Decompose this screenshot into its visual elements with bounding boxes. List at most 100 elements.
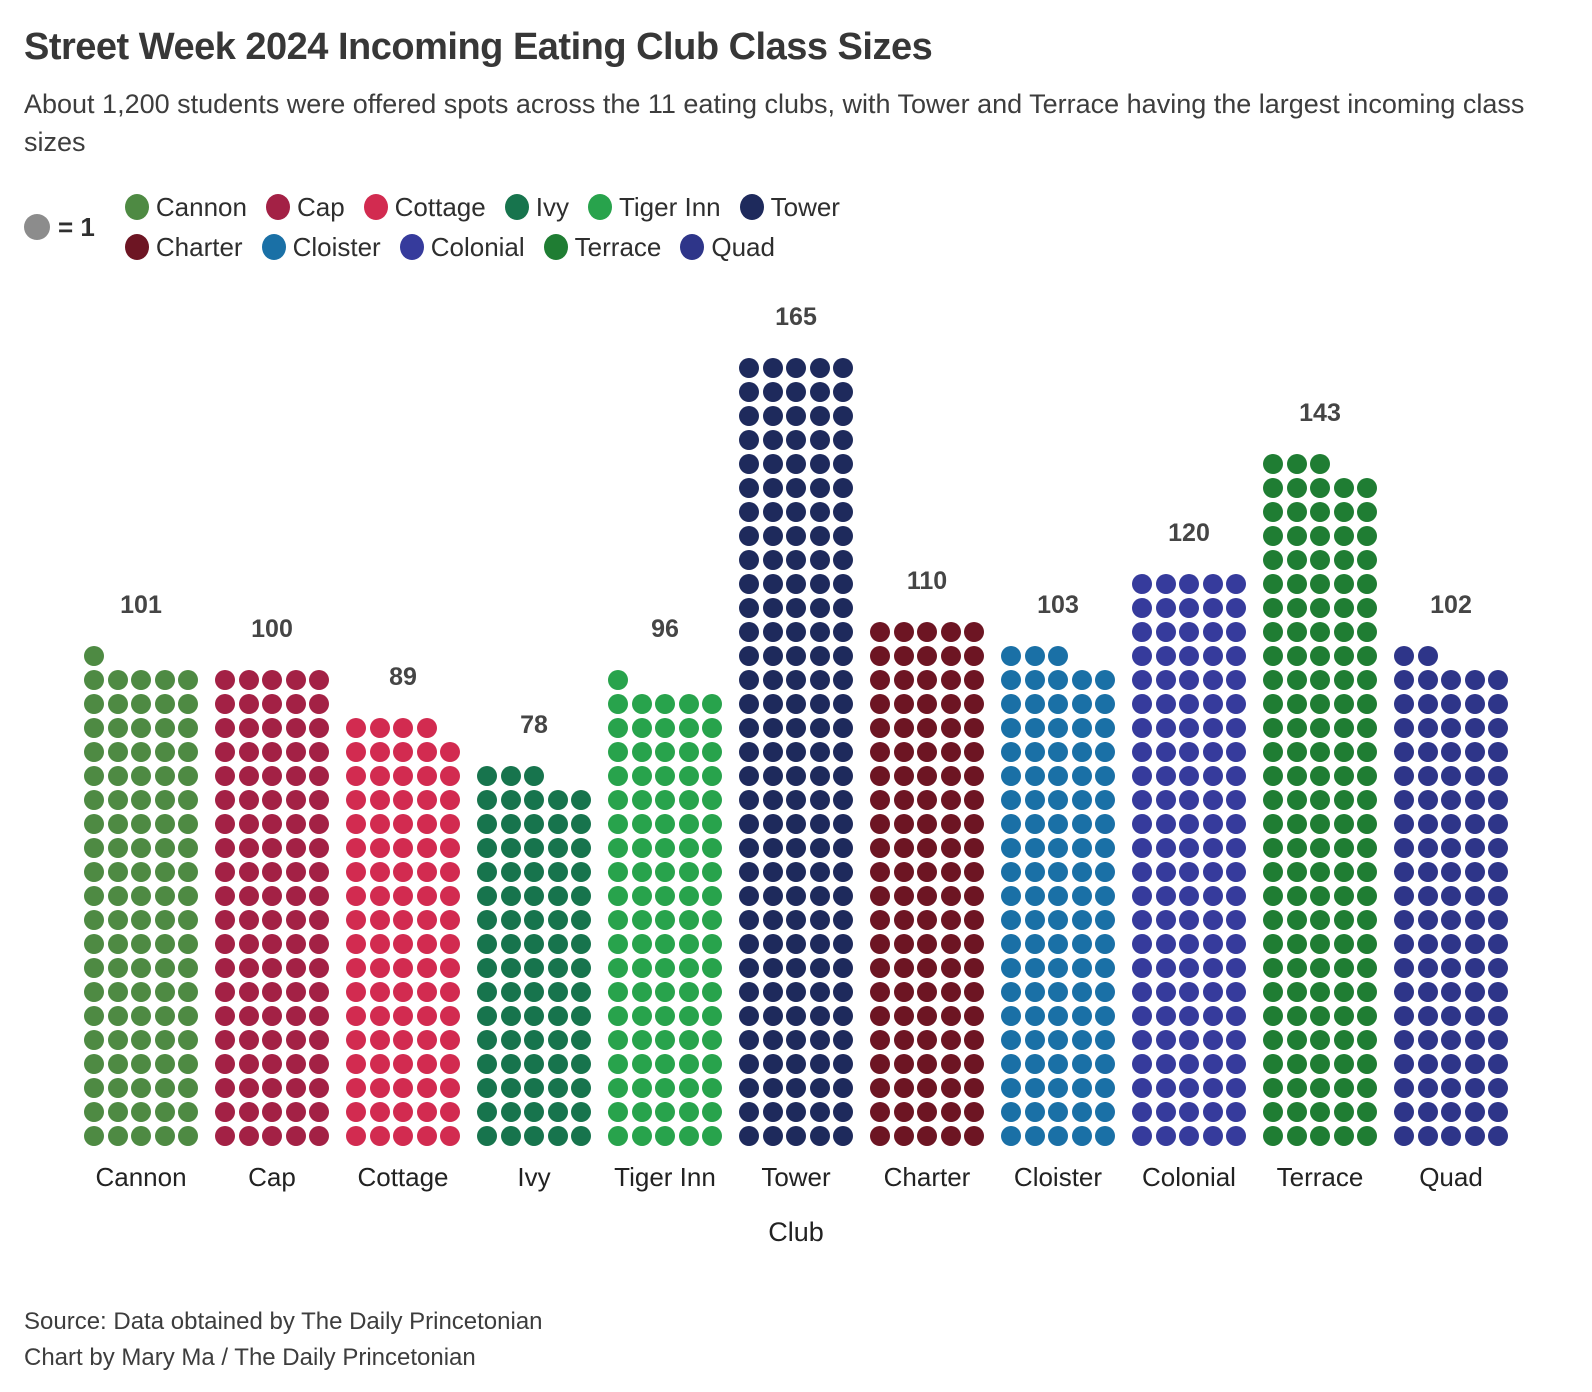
dot-row [739, 861, 853, 882]
unit-dot [1179, 909, 1199, 930]
unit-dot [500, 1005, 521, 1026]
unit-dot [547, 1029, 568, 1050]
dot-row [215, 1077, 329, 1098]
unit-dot [346, 1101, 366, 1122]
unit-dot [393, 933, 413, 954]
unit-dot [786, 837, 806, 858]
unit-dot [1310, 741, 1330, 762]
unit-dot [440, 741, 460, 762]
unit-dot [1310, 789, 1330, 810]
unit-dot [1464, 1029, 1485, 1050]
dot-row [1132, 1077, 1246, 1098]
unit-dot [178, 1029, 198, 1050]
unit-dot [655, 789, 675, 810]
unit-dot [1357, 1125, 1377, 1146]
dot-row [477, 1125, 591, 1146]
dot-row [346, 765, 460, 786]
unit-dot [309, 933, 329, 954]
unit-dot [786, 477, 806, 498]
unit-dot [440, 933, 460, 954]
unit-dot [762, 813, 783, 834]
unit-dot [1286, 453, 1307, 474]
unit-dot [285, 717, 306, 738]
unit-dot [440, 1101, 460, 1122]
unit-dot [762, 933, 783, 954]
count-label: 101 [120, 590, 162, 619]
unit-dot [1333, 645, 1354, 666]
unit-dot [1202, 1125, 1223, 1146]
unit-dot [964, 645, 984, 666]
dot-row [608, 837, 722, 858]
unit-dot [1095, 1053, 1115, 1074]
unit-dot [762, 1125, 783, 1146]
dot-row [870, 1005, 984, 1026]
unit-dot [655, 717, 675, 738]
unit-dot [84, 1101, 104, 1122]
unit-dot [571, 789, 591, 810]
dot-row [739, 717, 853, 738]
unit-dot [809, 1101, 830, 1122]
unit-dot [702, 1029, 722, 1050]
unit-dot [1202, 885, 1223, 906]
unit-dot [1394, 861, 1414, 882]
unit-dot [739, 1101, 759, 1122]
dot-row [608, 789, 722, 810]
legend-label: Cap [296, 191, 345, 222]
unit-dot [1488, 813, 1508, 834]
unit-dot [1310, 813, 1330, 834]
unit-dot [1357, 957, 1377, 978]
dot-row [739, 885, 853, 906]
unit-dot [786, 669, 806, 690]
unit-dot [1202, 909, 1223, 930]
unit-dot [1333, 1053, 1354, 1074]
dot-row [1394, 765, 1508, 786]
unit-dot [131, 1029, 151, 1050]
dot-row [215, 1101, 329, 1122]
cluster-terrace: 143 Terrace [1263, 399, 1377, 1193]
dot-row [1263, 837, 1377, 858]
unit-dot [1417, 741, 1438, 762]
dot-row [84, 1125, 198, 1146]
unit-dot-icon [24, 214, 50, 241]
unit-dot [1333, 981, 1354, 1002]
dot-row [1394, 1101, 1508, 1122]
dot-row [1394, 1029, 1508, 1050]
dot-row [608, 669, 628, 690]
unit-dot [1488, 1077, 1508, 1098]
unit-dot [762, 981, 783, 1002]
dot-row [1263, 1005, 1377, 1026]
unit-dot [1179, 1125, 1199, 1146]
unit-dot [1417, 1077, 1438, 1098]
unit-dot [1286, 957, 1307, 978]
unit-dot [1263, 813, 1283, 834]
dot-row [608, 1005, 722, 1026]
unit-dot [1179, 717, 1199, 738]
unit-dot [107, 1029, 128, 1050]
unit-dot [809, 669, 830, 690]
unit-dot [1357, 1077, 1377, 1098]
unit-dot [702, 957, 722, 978]
dot-row [1263, 477, 1377, 498]
unit-dot [739, 693, 759, 714]
unit-dot [416, 981, 437, 1002]
unit-dot [416, 837, 437, 858]
unit-dot [1464, 669, 1485, 690]
unit-dot [917, 861, 937, 882]
unit-dot [1001, 861, 1021, 882]
unit-dot [631, 813, 652, 834]
unit-dot [84, 861, 104, 882]
unit-dot [107, 1005, 128, 1026]
unit-dot [1357, 981, 1377, 1002]
unit-dot [762, 453, 783, 474]
unit-dot [416, 1053, 437, 1074]
unit-dot [416, 717, 437, 738]
unit-dot [678, 1029, 699, 1050]
unit-dot [131, 741, 151, 762]
unit-dot [631, 1053, 652, 1074]
unit-dot [477, 1005, 497, 1026]
unit-dot [1095, 693, 1115, 714]
unit-dot [131, 765, 151, 786]
count-label: 78 [520, 710, 548, 739]
unit-dot [1132, 621, 1152, 642]
unit-dot [964, 909, 984, 930]
